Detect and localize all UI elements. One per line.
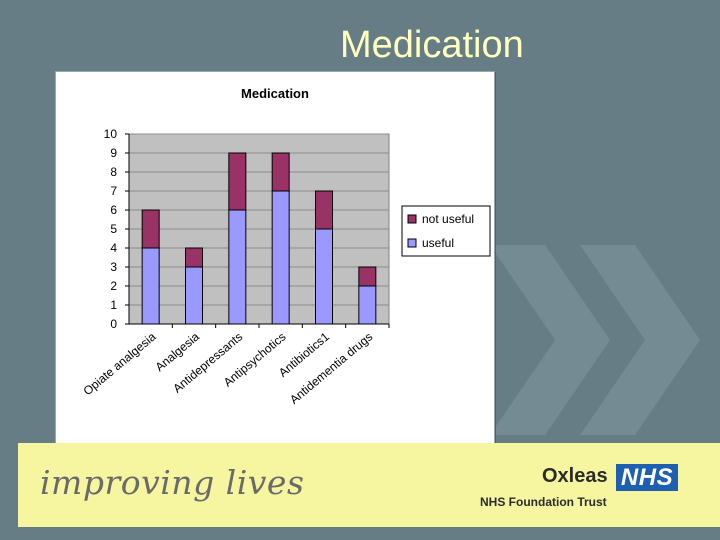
y-tick-label: 6	[110, 203, 117, 217]
legend-label-useful: useful	[422, 236, 454, 250]
bar-segment-useful	[271, 190, 290, 325]
y-tick-label: 4	[110, 241, 117, 255]
bottom-strip	[0, 527, 720, 540]
y-tick-label: 9	[110, 146, 117, 160]
bar-segment-useful	[228, 209, 247, 325]
bar-segment-useful	[358, 285, 377, 325]
footer-banner: improving lives Oxleas NHS NHS Foundatio…	[18, 443, 720, 527]
y-tick-label: 5	[110, 222, 117, 236]
y-tick-label: 2	[110, 279, 117, 293]
y-tick-label: 8	[110, 165, 117, 179]
bar-segment-not-useful	[315, 190, 333, 230]
bar-segment-not-useful	[358, 266, 377, 287]
bar-segment-not-useful	[141, 209, 160, 249]
y-tick-label: 7	[110, 184, 117, 198]
y-tick-label: 3	[110, 260, 117, 274]
chart-panel: Medication 0 1 2 3 4 5 6 7 8 9 10 Opiate analgesia A…	[55, 71, 495, 447]
bar-segment-not-useful	[228, 152, 247, 211]
bar-segment-useful	[141, 247, 160, 325]
tagline: improving lives	[40, 463, 305, 502]
chart-legend: not useful useful	[401, 205, 491, 257]
bar-segment-not-useful	[185, 247, 203, 268]
legend-swatch-not-useful	[407, 214, 417, 224]
legend-box	[401, 205, 491, 257]
org-subtitle: NHS Foundation Trust	[480, 495, 607, 509]
legend-swatch-useful	[407, 238, 417, 248]
nhs-logo: NHS	[616, 464, 678, 491]
slide-title: Medication	[340, 24, 524, 66]
category-label: Antidementia drugs	[287, 330, 375, 407]
y-tick-label: 0	[110, 317, 117, 331]
bar-segment-useful	[185, 266, 203, 325]
bar-segment-not-useful	[271, 152, 290, 192]
org-name: Oxleas	[542, 465, 608, 487]
chevron-decoration	[490, 245, 700, 435]
y-tick-label: 10	[104, 127, 118, 141]
category-label: Opiate analgesia	[81, 329, 159, 398]
chart-title: Medication	[241, 86, 309, 101]
y-tick-label: 1	[110, 298, 117, 312]
bar-segment-useful	[315, 228, 333, 325]
medication-chart: Medication 0 1 2 3 4 5 6 7 8 9 10 Opiate analgesia A…	[81, 86, 491, 407]
legend-label-not-useful: not useful	[422, 212, 474, 226]
